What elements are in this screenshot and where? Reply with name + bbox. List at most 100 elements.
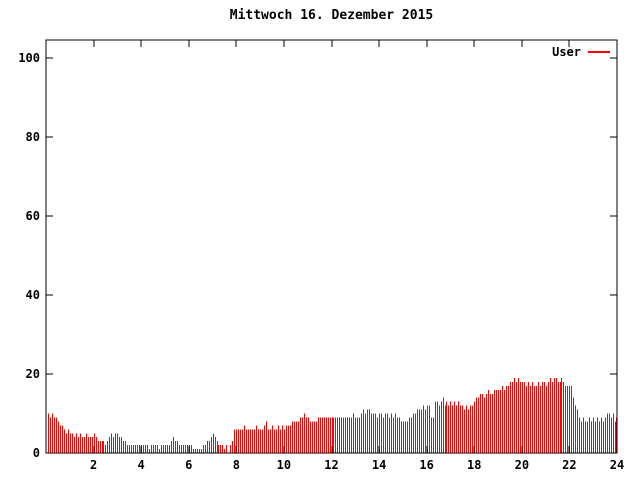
- y-tick-label: 40: [25, 288, 40, 302]
- bar: [482, 393, 483, 453]
- bar: [561, 377, 562, 453]
- bar: [207, 441, 208, 453]
- bar: [516, 381, 517, 453]
- bar: [391, 413, 392, 453]
- bar: [324, 417, 325, 453]
- bar: [347, 417, 348, 453]
- bar: [304, 413, 305, 453]
- bar: [183, 445, 184, 453]
- bar: [446, 401, 447, 453]
- bar: [351, 417, 352, 453]
- bar: [381, 413, 382, 453]
- bar: [395, 413, 396, 453]
- bar: [597, 417, 598, 453]
- bar: [466, 405, 467, 453]
- bar: [474, 401, 475, 453]
- bar: [82, 437, 83, 453]
- bar: [577, 409, 578, 453]
- bar: [92, 437, 93, 453]
- bar: [242, 429, 243, 453]
- bar: [205, 445, 206, 453]
- bar: [429, 405, 430, 453]
- bar: [514, 377, 515, 453]
- bar: [445, 405, 446, 453]
- bar: [593, 417, 594, 453]
- bar: [379, 413, 380, 453]
- bar: [494, 389, 495, 453]
- bar: [173, 437, 174, 453]
- bar: [417, 409, 418, 453]
- bar: [135, 445, 136, 453]
- bar: [573, 397, 574, 453]
- bar: [490, 393, 491, 453]
- bar: [268, 429, 269, 453]
- bar: [143, 445, 144, 453]
- bar: [213, 433, 214, 453]
- bar: [335, 417, 336, 453]
- bar: [530, 385, 531, 453]
- bar: [306, 417, 307, 453]
- bar: [605, 417, 606, 453]
- bar: [443, 397, 444, 453]
- bar: [411, 417, 412, 453]
- bar: [187, 445, 188, 453]
- bar: [220, 445, 221, 453]
- bar: [56, 417, 57, 453]
- bar: [375, 413, 376, 453]
- bar: [248, 429, 249, 453]
- bar: [274, 429, 275, 453]
- bar: [262, 429, 263, 453]
- bar: [464, 409, 465, 453]
- bar: [425, 409, 426, 453]
- bar: [552, 381, 553, 453]
- bar: [107, 441, 108, 453]
- x-tick-label: 6: [185, 458, 193, 472]
- bar: [64, 429, 65, 453]
- bar: [585, 421, 586, 453]
- bar: [312, 421, 313, 453]
- bar: [433, 417, 434, 453]
- bar: [84, 437, 85, 453]
- bar: [270, 429, 271, 453]
- bar: [197, 449, 198, 453]
- bar: [333, 417, 334, 453]
- bar: [78, 437, 79, 453]
- bar: [100, 441, 101, 453]
- bar: [363, 409, 364, 453]
- bar: [480, 393, 481, 453]
- bar: [236, 429, 237, 453]
- bar: [522, 381, 523, 453]
- bar: [157, 445, 158, 453]
- bar: [102, 441, 103, 453]
- bar: [520, 381, 521, 453]
- bar: [238, 429, 239, 453]
- bar: [50, 417, 51, 453]
- bar: [544, 381, 545, 453]
- bar: [536, 385, 537, 453]
- bar: [365, 413, 366, 453]
- bar: [498, 389, 499, 453]
- bar: [458, 401, 459, 453]
- bar: [504, 389, 505, 453]
- bar: [254, 429, 255, 453]
- bar: [377, 417, 378, 453]
- bar: [339, 417, 340, 453]
- bar: [119, 437, 120, 453]
- bar: [217, 441, 218, 453]
- bar: [542, 381, 543, 453]
- bar: [294, 421, 295, 453]
- bar: [232, 441, 233, 453]
- bar: [258, 429, 259, 453]
- bar: [476, 397, 477, 453]
- bar: [603, 421, 604, 453]
- bar: [290, 425, 291, 453]
- bar: [367, 409, 368, 453]
- bar: [460, 405, 461, 453]
- bar: [383, 417, 384, 453]
- bar: [193, 449, 194, 453]
- x-tick-label: 24: [609, 458, 625, 472]
- bar: [203, 445, 204, 453]
- y-tick-label: 20: [25, 367, 40, 381]
- bar: [145, 445, 146, 453]
